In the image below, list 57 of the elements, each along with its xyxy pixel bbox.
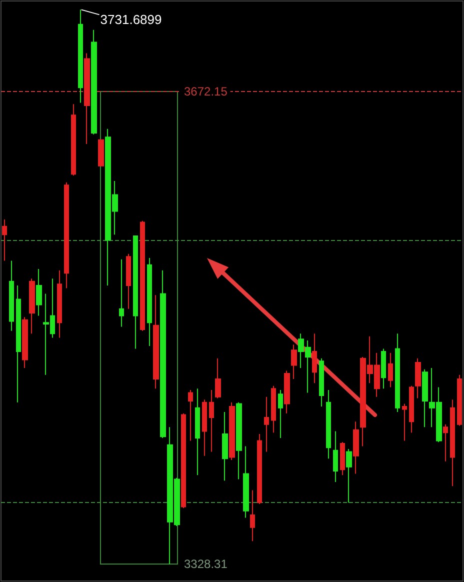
candlestick (402, 403, 407, 442)
candlestick (278, 389, 283, 439)
candlestick (319, 358, 324, 407)
candlestick (250, 490, 255, 542)
candlestick (443, 424, 448, 462)
candlestick (340, 442, 345, 476)
candlestick (133, 236, 138, 350)
candlestick (395, 333, 400, 412)
candlestick (78, 9, 83, 104)
candlestick (126, 253, 131, 310)
candlestick (153, 294, 159, 390)
candlestick (257, 433, 262, 505)
candlestick (271, 385, 276, 434)
candlestick (188, 389, 193, 442)
candlestick (353, 421, 359, 474)
candlestick (291, 344, 297, 380)
candlestick (409, 385, 414, 434)
candlestick (147, 258, 152, 346)
candlestick (264, 396, 269, 452)
candlestick (91, 29, 97, 135)
candlestick (9, 260, 14, 332)
y-tick-label: 3328.31 (184, 557, 228, 572)
candlestick (333, 430, 338, 483)
candlestick (202, 399, 207, 456)
candlestick (22, 316, 28, 368)
candlestick (119, 258, 124, 328)
candlestick (422, 368, 428, 428)
candlestick (312, 333, 317, 384)
candlestick (98, 139, 104, 166)
candlestick (209, 389, 214, 452)
candlestick (326, 389, 331, 460)
candlestick (36, 268, 42, 316)
candlestick (415, 358, 421, 399)
candlestick (284, 370, 290, 414)
candlestick (195, 388, 200, 476)
candlestick (29, 278, 35, 334)
annotation: 3731.6899 (100, 12, 162, 28)
candlestick (84, 52, 90, 144)
candlestick (450, 399, 455, 487)
candlestick (222, 411, 228, 482)
candlestick (64, 182, 69, 289)
candlestick (381, 348, 386, 390)
candlestick (346, 448, 352, 504)
candlestick (71, 104, 76, 176)
candlestick (229, 402, 235, 461)
candlestick (2, 219, 7, 262)
candlestick (388, 352, 393, 388)
candlestick (160, 270, 166, 439)
candlestick (140, 220, 145, 332)
candlestick (16, 285, 21, 403)
candlestick (215, 358, 221, 399)
candlestick (457, 374, 462, 426)
candlestick (181, 412, 186, 509)
candlestick (236, 402, 242, 480)
y-tick-label: 3672.15 (184, 84, 228, 99)
candlestick (243, 446, 249, 518)
candlestick (57, 270, 62, 338)
